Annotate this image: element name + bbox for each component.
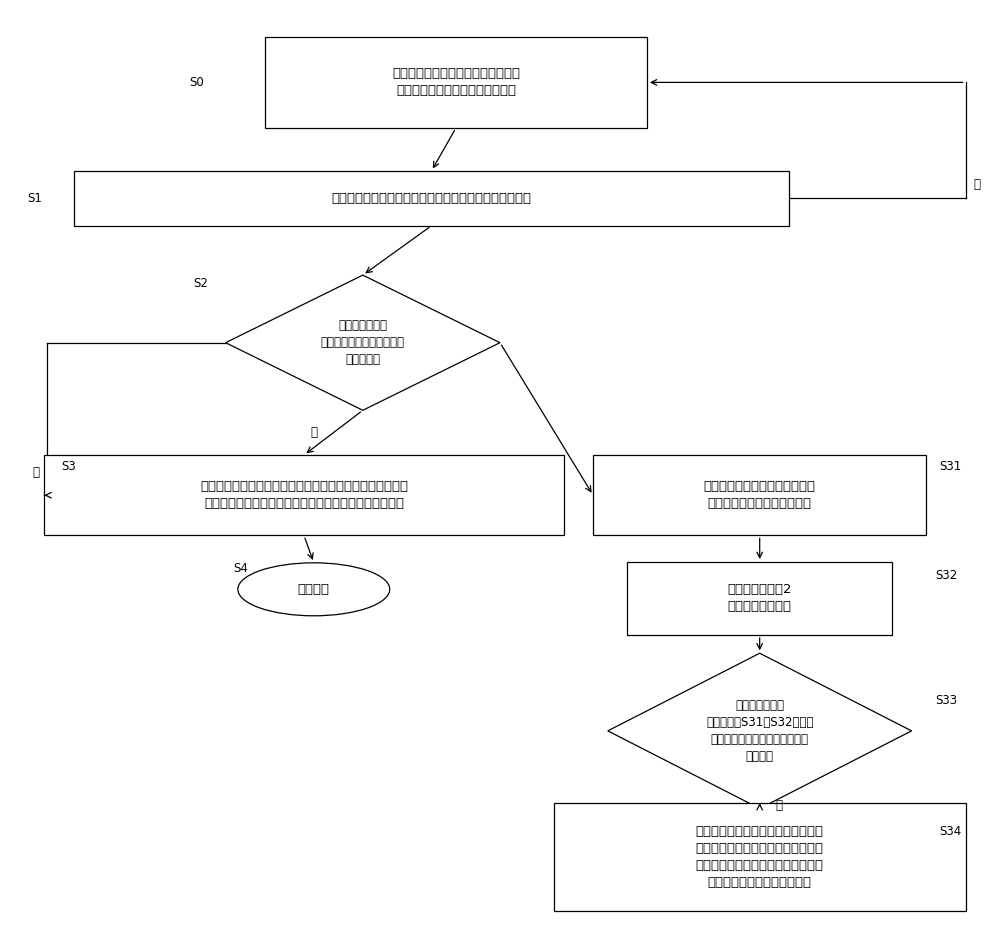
Polygon shape xyxy=(226,275,500,410)
Text: 将原始投影内容放入标准矩形框
中，选取四个顶点作为基准点: 将原始投影内容放入标准矩形框 中，选取四个顶点作为基准点 xyxy=(704,480,816,510)
Text: S0: S0 xyxy=(189,75,204,89)
Text: 是: 是 xyxy=(776,800,783,813)
FancyBboxPatch shape xyxy=(44,455,564,535)
Text: 摄像头抓拍投影幕布上的当前画面，并传输给图像处理器: 摄像头抓拍投影幕布上的当前画面，并传输给图像处理器 xyxy=(331,192,531,205)
Text: 是: 是 xyxy=(310,426,317,439)
Text: 否: 否 xyxy=(974,178,981,191)
Text: 投影仪开启，图像处理器通过投影仪
将原始投影内容投射至投影幕布上: 投影仪开启，图像处理器通过投影仪 将原始投影内容投射至投影幕布上 xyxy=(392,67,520,97)
Text: 判断摄像头抓拍
到的画面是S31与S32中的各
个基准点处与原始投影内容是否
存在偏差: 判断摄像头抓拍 到的画面是S31与S32中的各 个基准点处与原始投影内容是否 存… xyxy=(706,699,813,763)
FancyBboxPatch shape xyxy=(74,171,789,226)
Text: S34: S34 xyxy=(940,825,962,838)
FancyBboxPatch shape xyxy=(265,36,647,128)
FancyBboxPatch shape xyxy=(627,562,892,635)
Text: S31: S31 xyxy=(940,459,962,473)
Text: 计算出摄像头抓拍到的画面与标准矩
形图中的原始投影内容的具体偏差値
，其中包括垂直和水平方向偏移的角
度以及漏斗的偏移量和内夹角: 计算出摄像头抓拍到的画面与标准矩 形图中的原始投影内容的具体偏差値 ，其中包括垂… xyxy=(696,825,824,889)
Text: S1: S1 xyxy=(27,192,42,205)
Text: 否: 否 xyxy=(32,466,39,479)
Text: 图像处理器计算出摄像头抓拍到的画面与原始投影内容的具
体偏差値，通过图像畚变校正工具，进行反偏差图形处理: 图像处理器计算出摄像头抓拍到的画面与原始投影内容的具 体偏差値，通过图像畚变校正… xyxy=(200,480,408,510)
Text: 选取四条边上的2
等分点作为基准点: 选取四条边上的2 等分点作为基准点 xyxy=(727,583,792,613)
Ellipse shape xyxy=(238,563,390,616)
Text: S32: S32 xyxy=(935,569,957,582)
Text: S33: S33 xyxy=(935,694,957,707)
Text: 校正结束: 校正结束 xyxy=(298,582,330,596)
FancyBboxPatch shape xyxy=(593,455,926,535)
Polygon shape xyxy=(608,653,912,809)
Text: S2: S2 xyxy=(194,277,209,290)
Text: S3: S3 xyxy=(61,459,76,473)
Text: 判断摄像头抓拍
到的画面与原始投影内容是
否具有偏差: 判断摄像头抓拍 到的画面与原始投影内容是 否具有偏差 xyxy=(321,319,405,366)
Text: S4: S4 xyxy=(233,562,248,575)
FancyBboxPatch shape xyxy=(554,803,966,911)
